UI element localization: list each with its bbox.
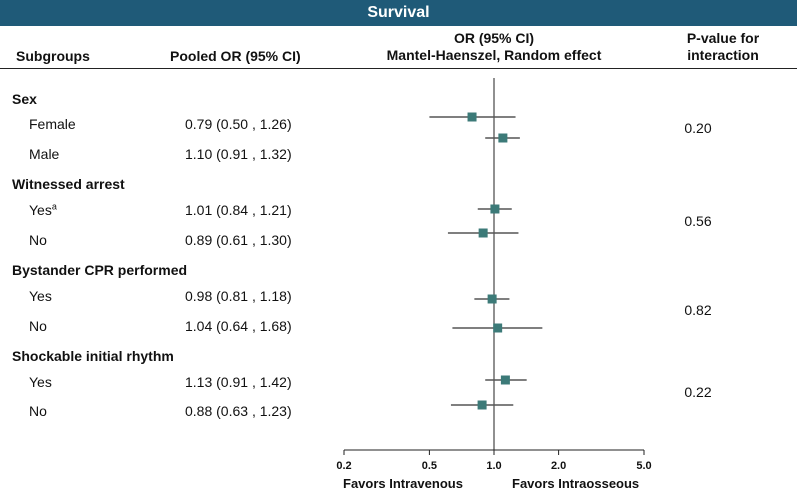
- p-value-sex: 0.20: [684, 120, 712, 136]
- or-value-female: 0.79 (0.50 , 1.26): [185, 116, 292, 132]
- point-estimate-marker: [487, 294, 497, 304]
- row-label-male: Male: [29, 146, 60, 162]
- row-label-witnessed-yes: Yesa: [29, 201, 57, 218]
- p-value-bystander-cpr: 0.82: [684, 302, 712, 318]
- row-label-shockable-yes: Yes: [29, 374, 52, 390]
- favors-right-label: Favors Intraosseous: [512, 476, 640, 491]
- or-value-shockable-yes: 1.13 (0.91 , 1.42): [185, 374, 292, 390]
- or-value-cpr-no: 1.04 (0.64 , 1.68): [185, 318, 292, 334]
- or-value-shockable-no: 0.88 (0.63 , 1.23): [185, 403, 292, 419]
- plot-header: OR (95% CI) Mantel-Haenszel, Random effe…: [344, 30, 644, 64]
- or-value-cpr-yes: 0.98 (0.81 , 1.18): [185, 288, 292, 304]
- pooled-or-header: Pooled OR (95% CI): [170, 48, 301, 64]
- group-label-shockable-rhythm: Shockable initial rhythm: [12, 348, 174, 364]
- row-label-witnessed-no: No: [29, 232, 47, 248]
- row-label-shockable-no: No: [29, 403, 47, 419]
- p-value-header-line2: interaction: [687, 47, 759, 63]
- p-value-witnessed-arrest: 0.56: [684, 213, 712, 229]
- row-label-cpr-yes: Yes: [29, 288, 52, 304]
- group-label-bystander-cpr: Bystander CPR performed: [12, 262, 188, 278]
- x-tick-label: 1.0: [486, 460, 501, 472]
- x-tick-label: 2.0: [551, 460, 566, 472]
- or-value-witnessed-no: 0.89 (0.61 , 1.30): [185, 232, 292, 248]
- subgroups-header: Subgroups: [16, 48, 90, 64]
- or-value-witnessed-yes: 1.01 (0.84 , 1.21): [185, 202, 292, 218]
- x-tick-label: 0.5: [422, 460, 437, 472]
- point-estimate-marker: [500, 375, 510, 385]
- favors-left-label: Favors Intravenous: [343, 476, 463, 491]
- x-tick-label: 0.2: [336, 460, 351, 472]
- row-label-female: Female: [29, 116, 76, 132]
- point-estimate-marker: [478, 228, 488, 238]
- p-value-shockable-rhythm: 0.22: [684, 384, 712, 400]
- p-value-header-line1: P-value for: [686, 30, 760, 46]
- row-label-cpr-no: No: [29, 318, 47, 334]
- header-divider: [0, 68, 797, 69]
- plot-header-line1: OR (95% CI): [453, 30, 535, 46]
- point-estimate-marker: [498, 133, 508, 143]
- point-estimate-marker: [490, 204, 500, 214]
- p-value-header: P-value for interaction: [668, 30, 778, 64]
- point-estimate-marker: [493, 323, 503, 333]
- x-tick-label: 5.0: [636, 460, 651, 472]
- point-estimate-marker: [477, 400, 487, 410]
- group-label-witnessed-arrest: Witnessed arrest: [12, 176, 125, 192]
- or-value-male: 1.10 (0.91 , 1.32): [185, 146, 292, 162]
- point-estimate-marker: [467, 112, 477, 122]
- group-label-sex: Sex: [12, 91, 37, 107]
- plot-header-line2: Mantel-Haenszel, Random effect: [386, 47, 602, 63]
- footnote-marker: a: [51, 201, 57, 212]
- chart-title-banner: Survival: [0, 0, 797, 26]
